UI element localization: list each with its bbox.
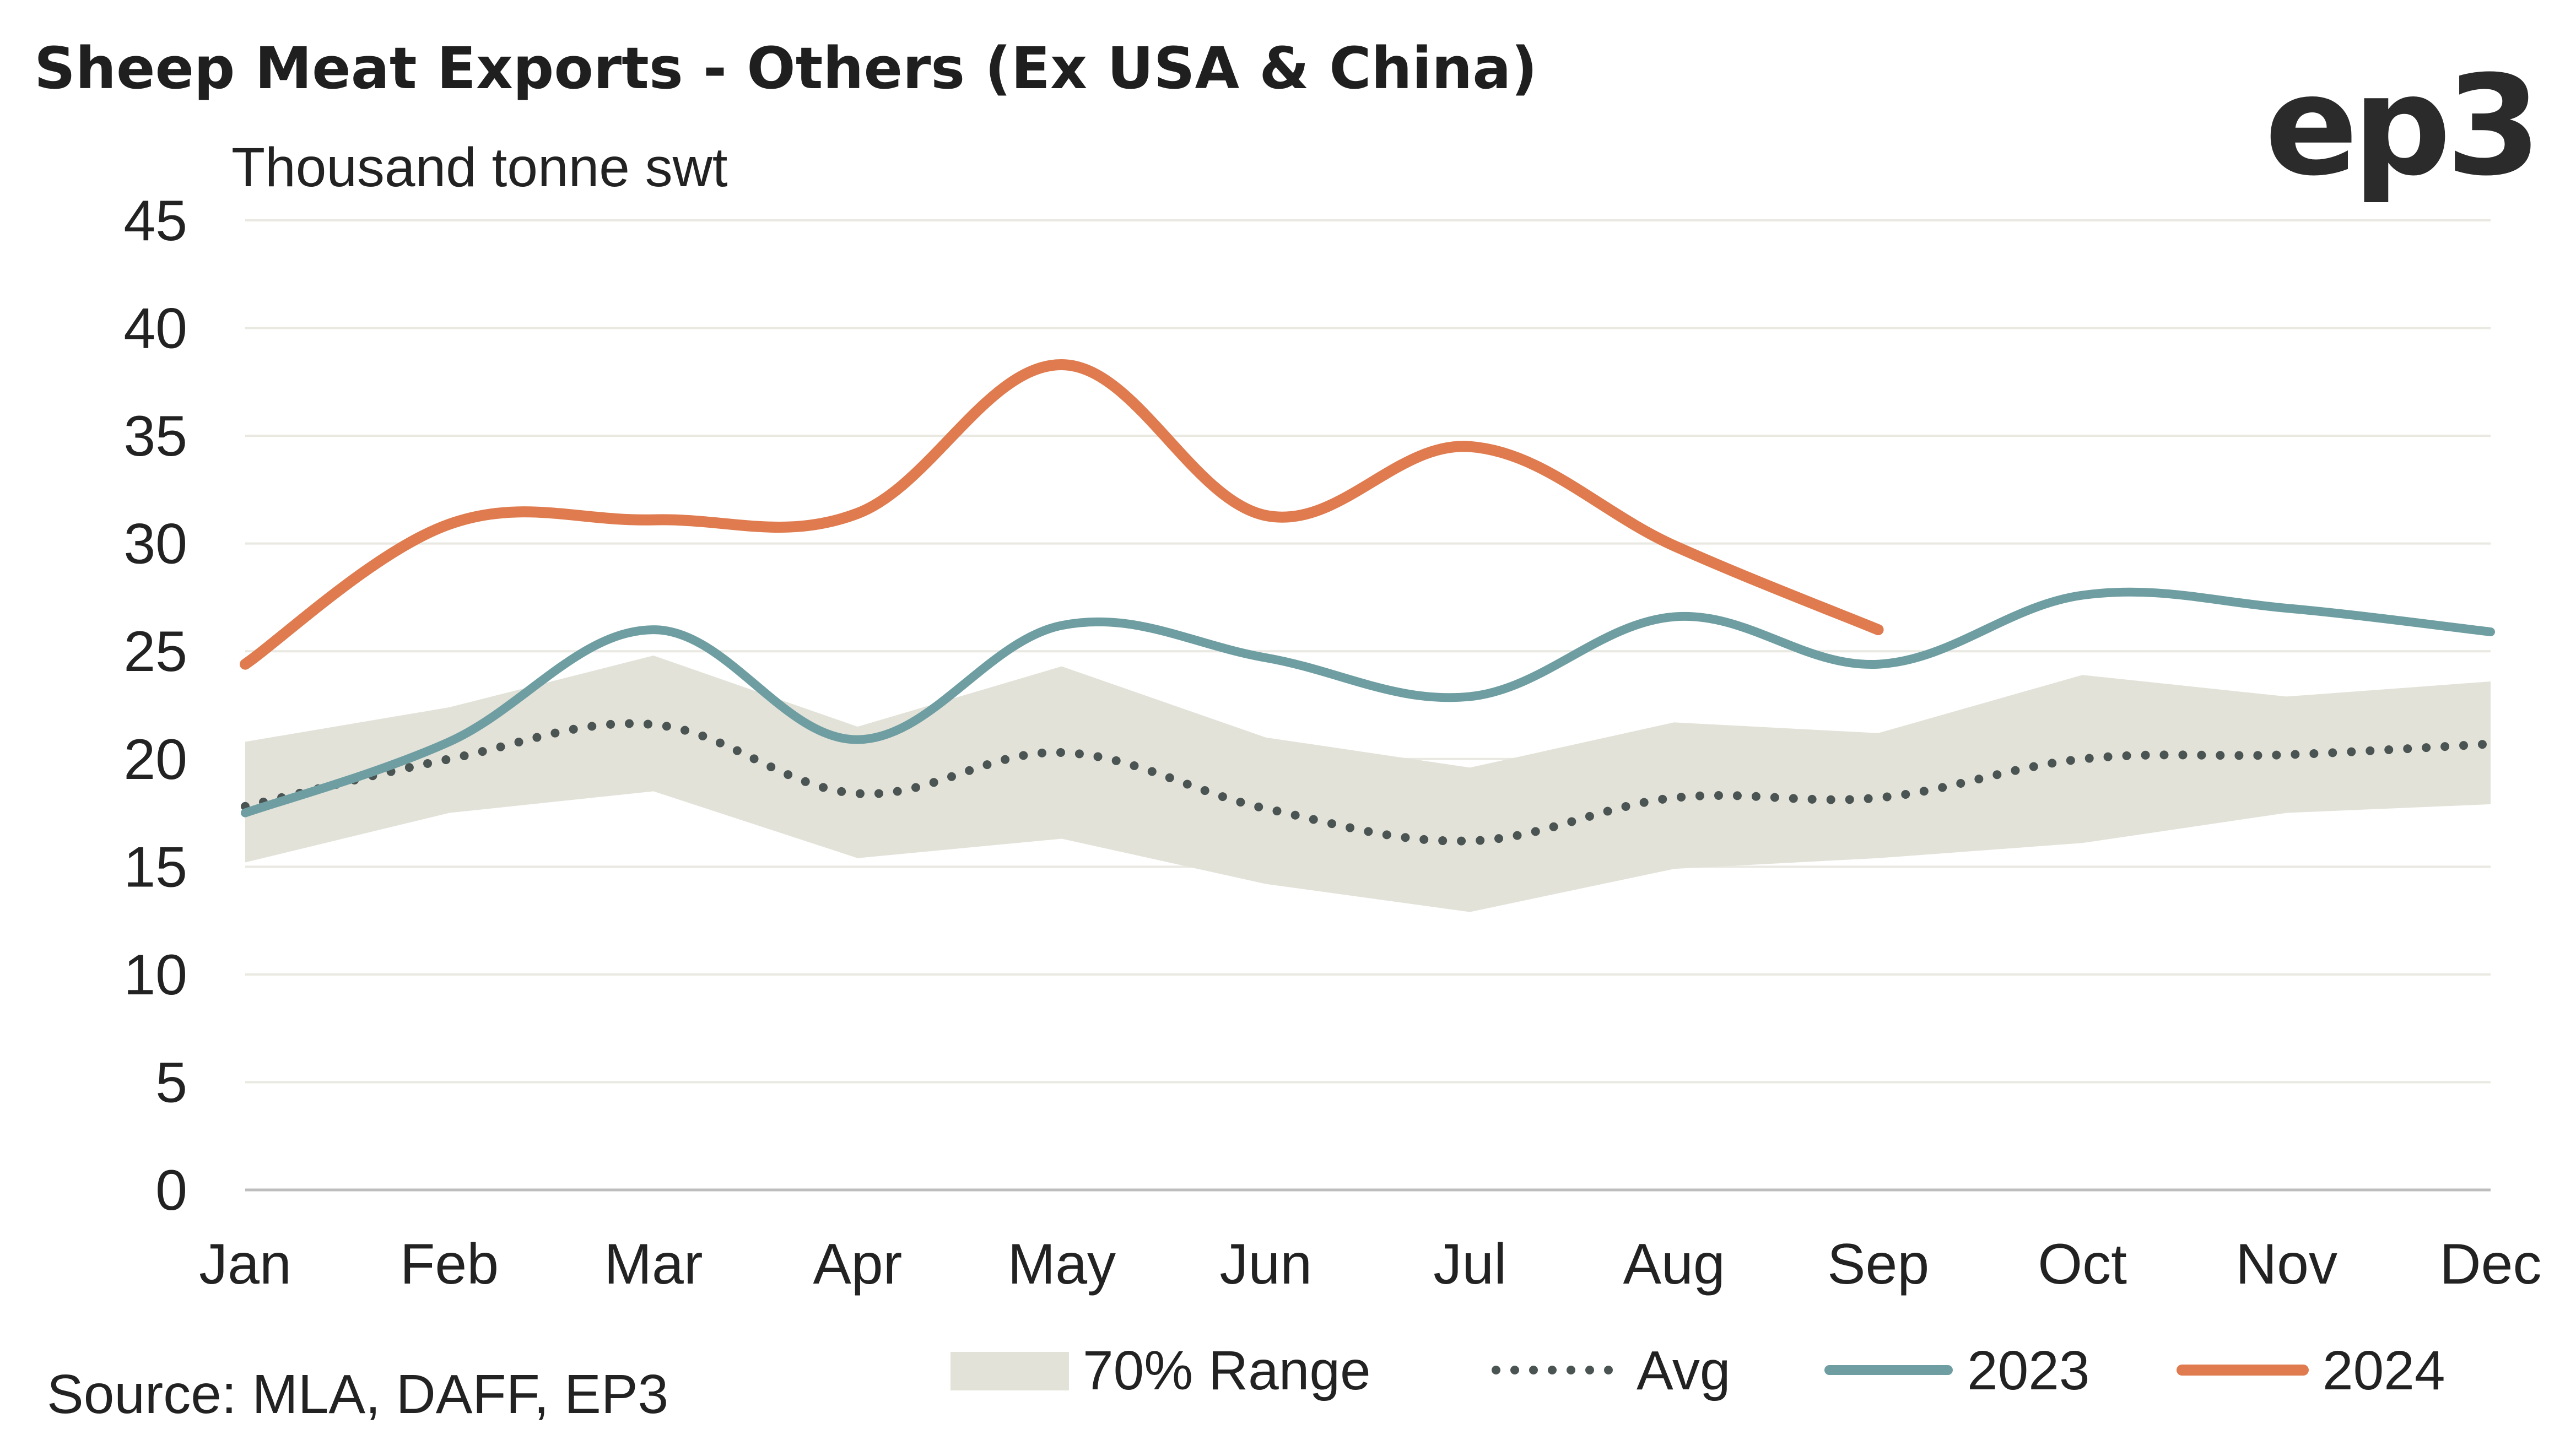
y-tick-label: 10 xyxy=(123,943,187,1007)
x-tick-label: Mar xyxy=(604,1232,703,1296)
range-band xyxy=(245,656,2491,912)
x-tick-label: Apr xyxy=(813,1232,902,1296)
y-tick-label: 20 xyxy=(123,728,187,792)
series-line-2024 xyxy=(240,359,1884,670)
x-tick-label: Dec xyxy=(2440,1232,2542,1296)
y-tick-label: 40 xyxy=(123,297,187,361)
x-tick-label: Nov xyxy=(2235,1232,2337,1296)
x-tick-label: Feb xyxy=(400,1232,499,1296)
y-tick-label: 25 xyxy=(123,620,187,684)
x-tick-label: Oct xyxy=(2038,1232,2127,1296)
y-tick-label: 30 xyxy=(123,512,187,576)
x-tick-label: Jul xyxy=(1433,1232,1506,1296)
x-tick-labels: Jan Feb Mar Apr May Jun Jul Aug Sep Oct Nov Dec xyxy=(199,1232,2541,1296)
legend-label-2024: 2024 xyxy=(2323,1340,2445,1401)
y-tick-label: 45 xyxy=(123,189,187,253)
legend-label-range: 70% Range xyxy=(1083,1340,1371,1401)
y-axis-label: Thousand tonne swt xyxy=(231,137,728,198)
x-tick-label: Jun xyxy=(1219,1232,1312,1296)
ep3-logo: ep3 xyxy=(2265,46,2536,206)
y-tick-labels: 0 5 10 15 20 25 30 35 40 45 xyxy=(123,189,187,1222)
y-tick-label: 35 xyxy=(123,404,187,468)
range-band-layer xyxy=(245,656,2491,912)
legend-label-2023: 2023 xyxy=(1967,1340,2089,1401)
legend: 70% Range Avg 2023 2024 xyxy=(951,1340,2445,1401)
legend-label-avg: Avg xyxy=(1637,1340,1731,1401)
series-line-avg xyxy=(241,719,2495,846)
x-tick-label: Jan xyxy=(199,1232,291,1296)
x-tick-label: May xyxy=(1008,1232,1116,1296)
y-tick-label: 0 xyxy=(155,1159,187,1222)
y-tick-label: 15 xyxy=(123,835,187,899)
series-layer xyxy=(240,359,2495,846)
chart-title: Sheep Meat Exports - Others (Ex USA & Ch… xyxy=(34,35,1537,102)
x-tick-label: Sep xyxy=(1827,1232,1929,1296)
legend-swatch-range xyxy=(951,1352,1069,1390)
y-tick-label: 5 xyxy=(155,1051,187,1114)
source-note: Source: MLA, DAFF, EP3 xyxy=(47,1363,668,1425)
x-tick-label: Aug xyxy=(1623,1232,1725,1296)
series-line-2023 xyxy=(241,587,2495,818)
